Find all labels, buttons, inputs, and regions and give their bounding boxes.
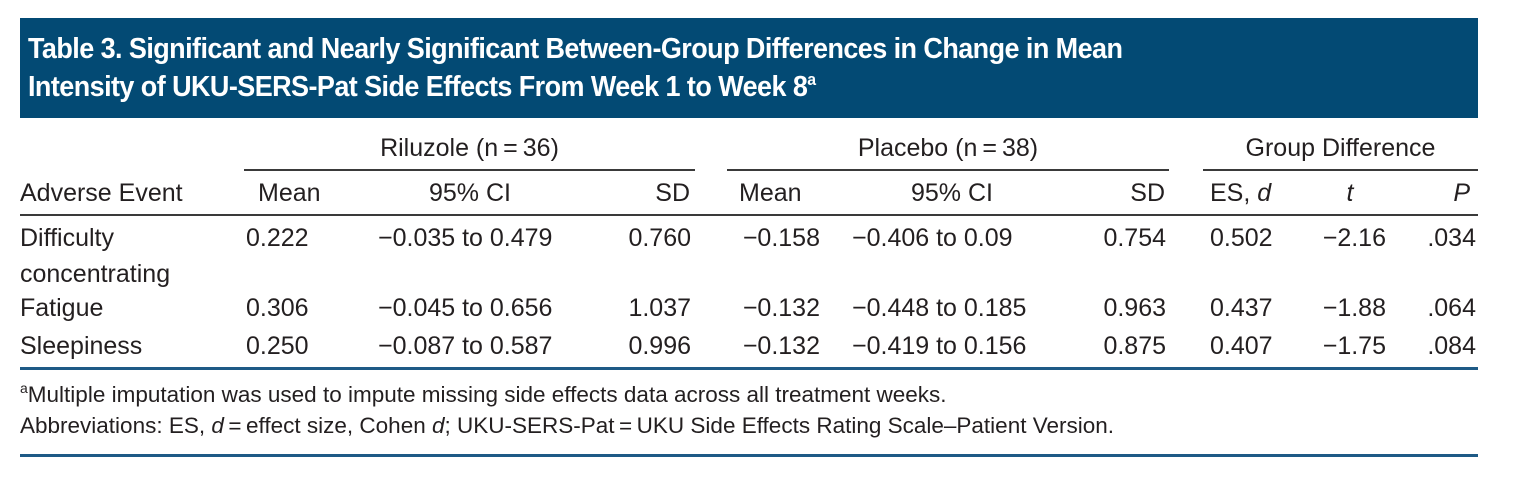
cell-riluzole-ci: −0.045 to 0.656: [378, 294, 553, 322]
cell-t: −1.88: [1322, 294, 1386, 322]
abbrev-d-1: d: [211, 413, 224, 438]
col-header-effect-size: ES, d: [1210, 178, 1271, 208]
cell-riluzole-sd: 0.760: [628, 224, 691, 252]
cell-p: .064: [1427, 294, 1476, 322]
placebo-underline: [727, 169, 1169, 171]
cell-t: −2.16: [1322, 224, 1386, 252]
col-header-p: P: [1453, 179, 1470, 207]
footnote-a-text: Multiple imputation was used to impute m…: [27, 382, 947, 407]
col-header-t: t: [1346, 179, 1354, 207]
col-header-riluzole-ci: 95% CI: [429, 179, 511, 207]
table-title-line-1: Table 3. Significant and Nearly Signific…: [28, 30, 1377, 68]
cell-t: −1.75: [1322, 332, 1386, 360]
col-header-adverse-event: Adverse Event: [20, 179, 183, 207]
cell-p: .034: [1427, 224, 1476, 252]
table-title-bar: Table 3. Significant and Nearly Signific…: [20, 18, 1478, 118]
cell-placebo-mean: −0.132: [742, 294, 820, 322]
col-header-placebo-mean: Mean: [739, 179, 802, 207]
cell-adverse-event-line-2: concentrating: [20, 260, 171, 288]
cell-adverse-event: Difficulty: [20, 224, 115, 252]
cell-riluzole-sd: 0.996: [628, 332, 691, 360]
cell-riluzole-mean: 0.306: [246, 294, 309, 322]
cell-effect-size: 0.407: [1210, 332, 1273, 360]
footnote-bottom-rule: [20, 454, 1478, 457]
abbrev-part-1: Abbreviations: ES,: [20, 413, 212, 438]
cell-riluzole-ci: −0.087 to 0.587: [378, 332, 553, 360]
abbrev-part-3: ; UKU-SERS-Pat = UKU Side Effects Rating…: [444, 413, 1115, 438]
es-d-label: d: [1257, 179, 1272, 207]
col-header-placebo-ci: 95% CI: [911, 179, 993, 207]
footnote-a-marker: a: [20, 380, 28, 396]
table-title-text-2: Intensity of UKU-SERS-Pat Side Effects F…: [28, 71, 808, 103]
cell-adverse-event: Sleepiness: [20, 332, 143, 360]
cell-placebo-sd: 0.754: [1103, 224, 1166, 252]
header-bottom-rule: [20, 214, 1478, 216]
group-header-group-difference: Group Difference: [1245, 134, 1436, 162]
col-header-riluzole-mean: Mean: [258, 179, 321, 207]
group-header-riluzole: Riluzole (n = 36): [380, 134, 559, 162]
cell-placebo-ci: −0.448 to 0.185: [852, 294, 1027, 322]
cell-effect-size: 0.502: [1210, 224, 1273, 252]
cell-riluzole-mean: 0.222: [246, 224, 309, 252]
riluzole-underline: [244, 169, 695, 171]
group-header-placebo: Placebo (n = 38): [857, 134, 1039, 162]
abbrev-d-2: d: [431, 413, 445, 438]
cell-placebo-ci: −0.406 to 0.09: [852, 224, 1013, 252]
cell-placebo-ci: −0.419 to 0.156: [852, 332, 1027, 360]
footnote-abbreviations: Abbreviations: ES, d = effect size, Cohe…: [20, 411, 1114, 441]
group-difference-underline: [1203, 169, 1478, 171]
es-label: ES,: [1210, 179, 1258, 207]
cell-adverse-event: Fatigue: [20, 294, 104, 322]
cell-p: .084: [1427, 332, 1476, 360]
cell-placebo-mean: −0.132: [742, 332, 820, 360]
table-bottom-rule: [20, 367, 1478, 370]
col-header-placebo-sd: SD: [1130, 179, 1165, 207]
col-header-riluzole-sd: SD: [655, 179, 690, 207]
title-footnote-marker: a: [807, 70, 816, 89]
cell-placebo-mean: −0.158: [742, 224, 820, 252]
cell-effect-size: 0.437: [1210, 294, 1273, 322]
table-title-line-2: Intensity of UKU-SERS-Pat Side Effects F…: [28, 68, 1377, 106]
cell-riluzole-ci: −0.035 to 0.479: [378, 224, 553, 252]
abbrev-part-2: = effect size, Cohen: [223, 413, 432, 438]
cell-placebo-sd: 0.963: [1103, 294, 1166, 322]
table-title-text-1: Table 3. Significant and Nearly Signific…: [28, 33, 1123, 65]
cell-riluzole-mean: 0.250: [246, 332, 309, 360]
cell-riluzole-sd: 1.037: [628, 294, 691, 322]
footnote-a: aMultiple imputation was used to impute …: [20, 380, 947, 410]
cell-placebo-sd: 0.875: [1103, 332, 1166, 360]
